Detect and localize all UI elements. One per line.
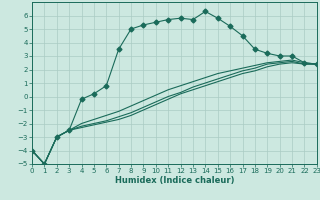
X-axis label: Humidex (Indice chaleur): Humidex (Indice chaleur) [115,176,234,185]
